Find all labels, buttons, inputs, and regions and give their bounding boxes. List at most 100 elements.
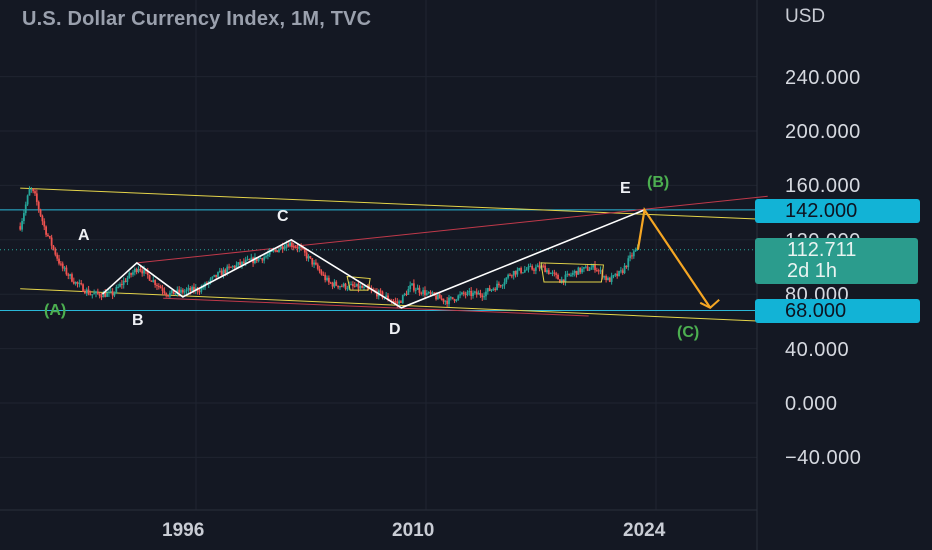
candle-body	[546, 270, 548, 273]
candle-body	[331, 283, 334, 287]
candle-body	[557, 274, 559, 280]
candle-body	[344, 283, 347, 289]
candle-body	[533, 269, 535, 271]
candle-body	[32, 188, 35, 192]
candle-body	[446, 300, 449, 305]
candle-body	[43, 221, 46, 227]
candle-body	[507, 274, 510, 278]
candle-body	[146, 270, 149, 276]
candle-body	[610, 275, 613, 282]
candle-body	[346, 288, 349, 290]
candle-body	[139, 269, 142, 271]
candle-body	[424, 290, 426, 296]
candle-body	[69, 274, 72, 276]
candle-body	[479, 292, 482, 296]
candle-body	[538, 265, 541, 269]
candle-body	[412, 283, 415, 291]
candle-body	[21, 221, 23, 230]
candle-body	[536, 265, 539, 268]
candle-body	[431, 292, 434, 294]
projection-path	[636, 206, 720, 309]
candle-body	[178, 289, 181, 293]
candle-body	[165, 293, 168, 296]
candle-body	[607, 277, 609, 281]
level-142-badge[interactable]: 142.000	[755, 199, 920, 223]
candle-body	[283, 247, 286, 250]
candle-body	[176, 289, 179, 294]
candle-body	[416, 287, 419, 290]
current-price-badge[interactable]: 112.711 2d 1h	[755, 238, 918, 284]
candle-body	[340, 286, 343, 288]
candle-body	[514, 270, 517, 275]
price-tick: 0.000	[785, 393, 838, 415]
candle-body	[494, 288, 497, 291]
candle-body	[359, 285, 362, 289]
candle-body	[237, 262, 240, 265]
candle-body	[74, 281, 77, 284]
candle-body	[111, 291, 114, 296]
candle-body	[287, 244, 290, 246]
candle-body	[126, 278, 129, 282]
candle-body	[329, 282, 332, 284]
candle-body	[174, 293, 177, 295]
candle-body	[298, 246, 301, 249]
candle-body	[403, 293, 406, 296]
candle-body	[150, 280, 153, 282]
candle-body	[625, 265, 628, 268]
candle-body	[45, 226, 47, 235]
candle-body	[575, 270, 578, 275]
candle-body	[257, 258, 260, 262]
candle-body	[326, 277, 328, 281]
level-68-badge[interactable]: 68.000	[755, 299, 920, 323]
candle-body	[464, 293, 467, 295]
candle-body	[143, 269, 145, 274]
time-tick: 1996	[162, 520, 205, 541]
candle-body	[516, 270, 519, 275]
candle-body	[401, 295, 404, 303]
candle-body	[618, 270, 620, 277]
candle-body	[48, 236, 51, 238]
resistance-trendline	[136, 195, 768, 264]
candle-body	[592, 264, 595, 268]
candle-body	[327, 277, 330, 283]
candle-body	[187, 288, 190, 290]
candle-body	[255, 257, 258, 262]
candle-body	[553, 272, 556, 274]
consolidation-boxes	[346, 262, 604, 291]
candle-body	[485, 291, 487, 297]
candle-body	[263, 257, 266, 261]
candle-body	[603, 276, 606, 278]
candle-body	[420, 292, 423, 294]
candle-body	[135, 268, 138, 273]
candle-body	[351, 284, 354, 286]
candle-body	[78, 283, 81, 285]
candle-body	[246, 259, 249, 261]
candle-body	[322, 274, 325, 276]
candle-body	[65, 267, 68, 275]
candle-body	[566, 273, 569, 275]
candle-body	[586, 266, 589, 271]
wave-path	[101, 209, 645, 309]
candle-body	[191, 286, 193, 291]
candle-body	[614, 273, 617, 276]
candle-body	[588, 269, 591, 271]
candle-body	[551, 272, 554, 274]
candle-body	[274, 250, 277, 252]
price-tick: −40.000	[785, 447, 862, 469]
candle-body	[35, 193, 38, 202]
candle-body	[361, 285, 364, 288]
candle-body	[311, 258, 314, 265]
candle-body	[133, 268, 136, 273]
candle-body	[427, 291, 430, 293]
candle-body	[289, 242, 291, 246]
candle-body	[558, 279, 561, 283]
candle-body	[555, 273, 558, 275]
candle-body	[616, 273, 619, 277]
candle-body	[272, 250, 275, 252]
projection-line	[636, 206, 712, 309]
candle-body	[564, 274, 567, 283]
candle-body	[278, 249, 280, 253]
candle-body	[220, 270, 223, 276]
candle-body	[339, 286, 341, 288]
